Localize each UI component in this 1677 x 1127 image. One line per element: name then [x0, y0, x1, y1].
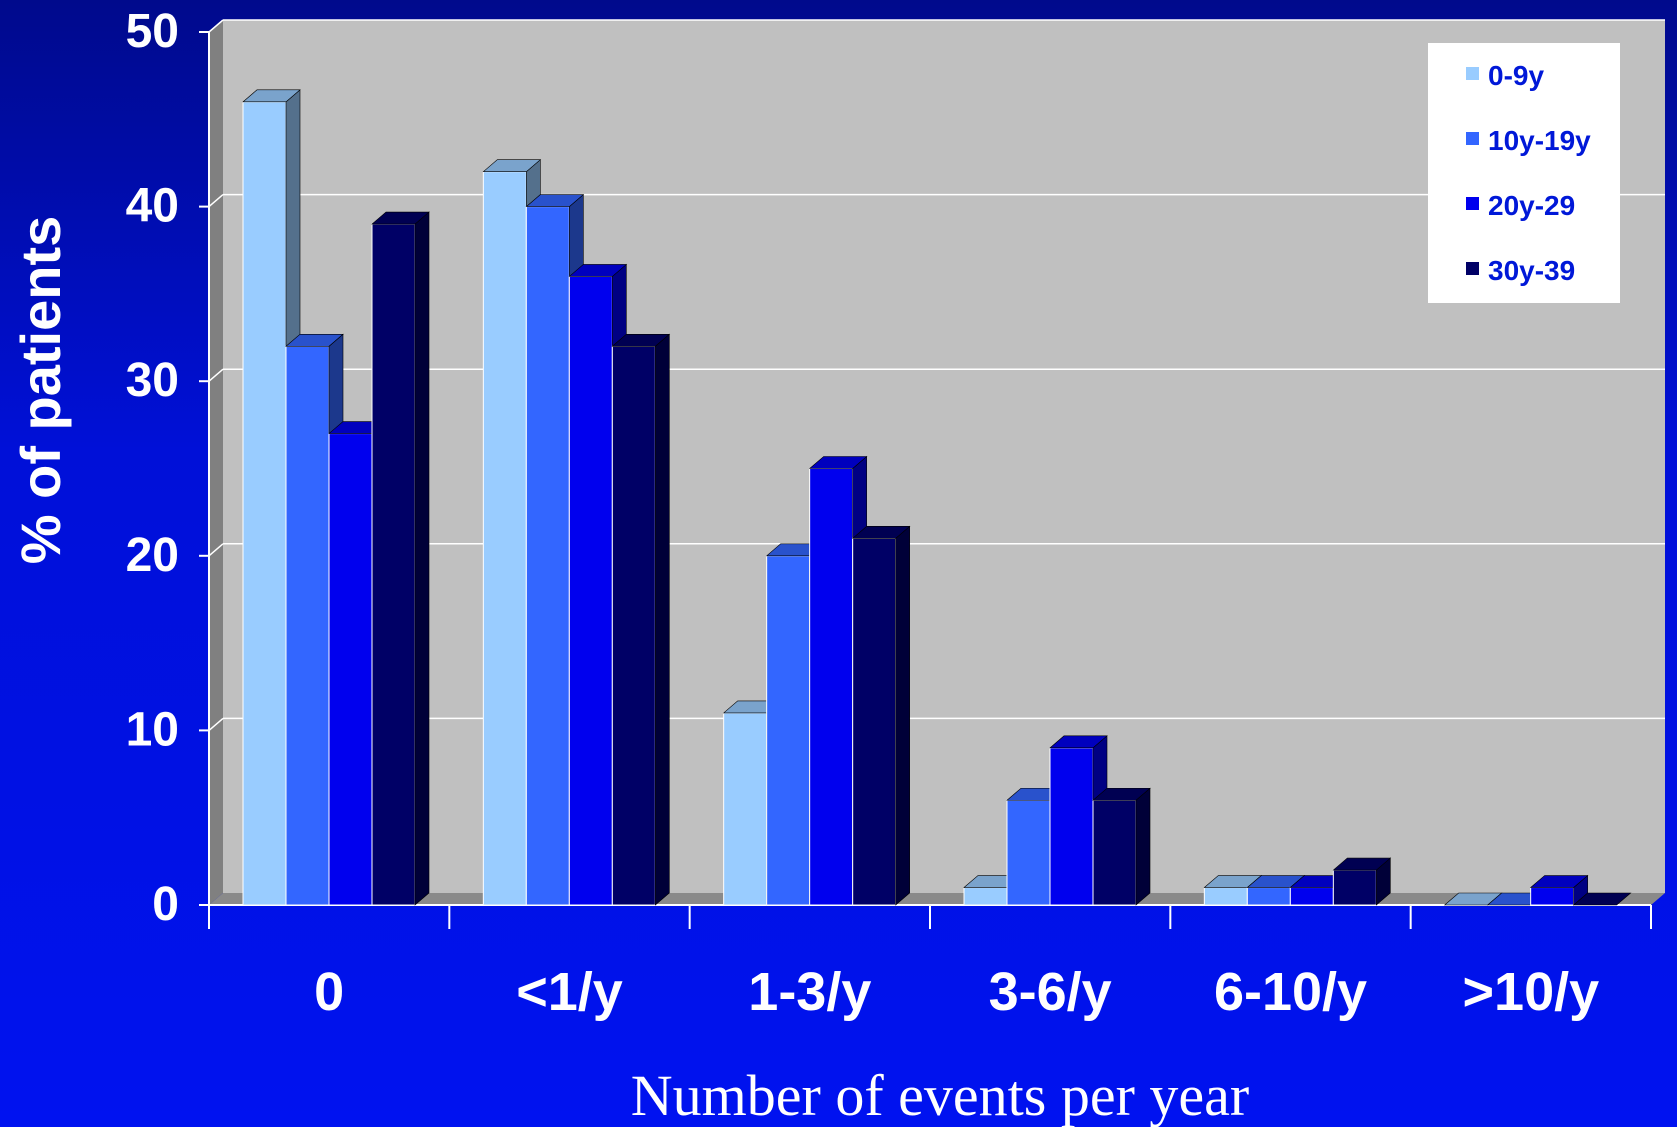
- bar-top: [568, 264, 628, 277]
- legend-label: 20y-29: [1488, 190, 1575, 221]
- bar: [1289, 887, 1334, 906]
- bar: [1092, 799, 1137, 906]
- bar-top: [851, 526, 911, 539]
- bar-top: [1332, 857, 1392, 871]
- bar: [1332, 869, 1377, 906]
- bar-top: [1529, 875, 1589, 888]
- bar-side: [895, 525, 910, 906]
- bar-top: [611, 333, 671, 347]
- y-tick-label: 40: [126, 180, 179, 233]
- x-tick-label: >10/y: [1463, 962, 1600, 1022]
- x-axis-title: Number of events per year: [631, 1063, 1249, 1127]
- bar: [809, 468, 854, 906]
- bar: [568, 275, 613, 906]
- bar-top: [285, 333, 344, 347]
- gridline-side: [208, 543, 224, 557]
- x-tick-label: 6-10/y: [1214, 962, 1367, 1022]
- bar: [852, 537, 897, 906]
- legend-box: [1428, 43, 1620, 303]
- bar: [525, 206, 570, 906]
- bar: [723, 712, 768, 906]
- x-tick-label: 3-6/y: [989, 962, 1112, 1022]
- bar-side: [1135, 787, 1151, 906]
- x-tick-label: <1/y: [516, 962, 623, 1022]
- gridline-side: [208, 368, 224, 382]
- legend-swatch: [1466, 67, 1479, 80]
- bar-top: [371, 211, 430, 225]
- legend-label: 0-9y: [1488, 60, 1544, 91]
- y-tick-label: 30: [126, 354, 179, 407]
- legend-label: 30y-39: [1488, 255, 1575, 286]
- legend-swatch: [1466, 262, 1479, 275]
- bar-top: [242, 89, 301, 103]
- bar: [1203, 887, 1248, 906]
- bar: [963, 887, 1008, 906]
- y-tick-label: 50: [126, 5, 179, 58]
- bar: [328, 433, 373, 906]
- bar-side: [414, 211, 430, 906]
- gridline-side: [208, 194, 224, 208]
- bar: [1049, 747, 1094, 906]
- bar-top: [1049, 735, 1108, 749]
- bar: [611, 345, 656, 906]
- bar: [242, 101, 287, 906]
- gridline-side: [208, 717, 224, 731]
- y-tick-label: 10: [126, 703, 179, 756]
- bar-top: [482, 159, 542, 172]
- bar-side: [655, 333, 670, 906]
- bar-top: [1092, 787, 1151, 801]
- y-tick-label: 0: [152, 878, 179, 931]
- bar: [482, 171, 527, 906]
- bar-top: [808, 456, 868, 469]
- gridline-side: [208, 19, 224, 33]
- y-axis-title: % of patients: [9, 216, 72, 564]
- legend-label: 10y-19y: [1488, 125, 1591, 156]
- plot-area: [223, 20, 1665, 893]
- plot-side-wall: [209, 20, 223, 905]
- legend-swatch: [1466, 197, 1479, 210]
- bar: [1006, 799, 1051, 906]
- bar-top: [1572, 892, 1632, 906]
- x-tick-label: 1-3/y: [748, 962, 871, 1022]
- y-tick-label: 20: [126, 529, 179, 582]
- bar: [371, 223, 416, 906]
- bar: [766, 555, 811, 906]
- bar: [285, 345, 330, 906]
- bar: [1530, 887, 1575, 906]
- x-tick-label: 0: [314, 962, 344, 1022]
- legend-swatch: [1466, 132, 1479, 145]
- bar-top: [525, 194, 585, 207]
- bar: [1246, 887, 1291, 906]
